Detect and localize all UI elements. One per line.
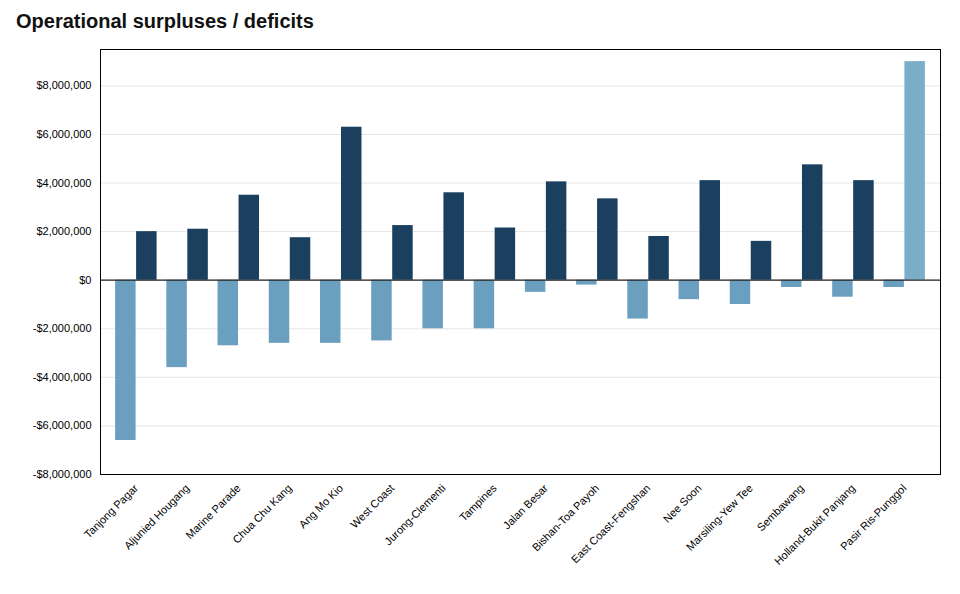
- svg-text:West Coast: West Coast: [348, 482, 397, 531]
- svg-text:Tampines: Tampines: [457, 481, 499, 523]
- svg-text:$2,000,000: $2,000,000: [36, 225, 91, 237]
- svg-text:-$8,000,000: -$8,000,000: [33, 468, 92, 480]
- svg-text:Sembawang: Sembawang: [754, 482, 806, 534]
- svg-text:Marsiling-Yew Tee: Marsiling-Yew Tee: [684, 482, 755, 553]
- svg-text:Marine Parade: Marine Parade: [183, 481, 243, 542]
- svg-text:Holland-Bukit Panjang: Holland-Bukit Panjang: [772, 482, 857, 567]
- svg-text:$8,000,000: $8,000,000: [36, 79, 91, 91]
- html-text:Operational surpluses / defici: Operational surpluses / deficits: [16, 10, 314, 32]
- svg-text:Ang Mo Kio: Ang Mo Kio: [296, 482, 345, 531]
- svg-text:Chua Chu Kang: Chua Chu Kang: [230, 482, 294, 546]
- svg-text:Tanjong Pagar: Tanjong Pagar: [82, 482, 141, 541]
- svg-text:Nee Soon: Nee Soon: [661, 482, 704, 525]
- svg-text:$4,000,000: $4,000,000: [36, 177, 91, 189]
- svg-text:Bishan-Toa Payoh: Bishan-Toa Payoh: [529, 481, 602, 554]
- svg-text:-$2,000,000: -$2,000,000: [33, 322, 92, 334]
- svg-text:$0: $0: [79, 274, 91, 286]
- svg-text:$6,000,000: $6,000,000: [36, 128, 91, 140]
- svg-text:-$6,000,000: -$6,000,000: [33, 419, 92, 431]
- svg-text:Jalan Besar: Jalan Besar: [500, 482, 550, 532]
- svg-text:Aljunied Hougang: Aljunied Hougang: [122, 482, 192, 552]
- svg-text:Pasir Ris-Punggol: Pasir Ris-Punggol: [838, 482, 909, 553]
- svg-text:East Coast-Fengshan: East Coast-Fengshan: [569, 482, 653, 566]
- svg-text:Jurong-Clementi: Jurong-Clementi: [382, 482, 448, 548]
- svg-text:-$4,000,000: -$4,000,000: [33, 371, 92, 383]
